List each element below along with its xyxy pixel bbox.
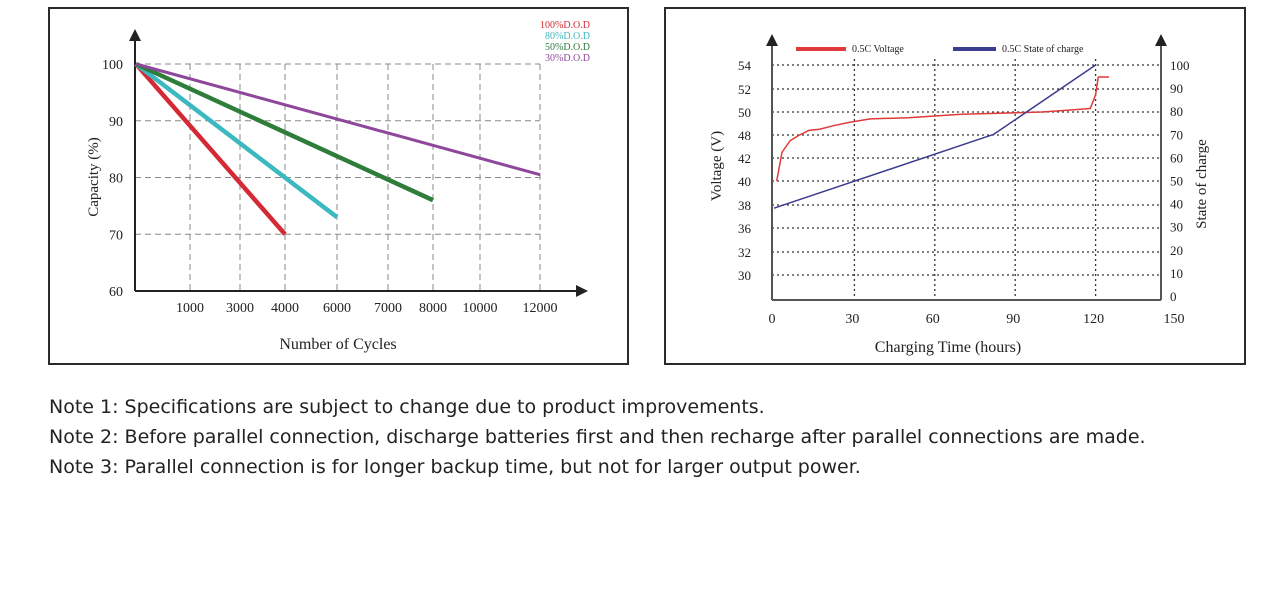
y-left-tick-label: 52 xyxy=(738,82,751,97)
x-tick-label: 0 xyxy=(769,312,776,327)
series-line-05cvoltage xyxy=(775,76,1109,182)
note-1: Note 1: Specifications are subject to ch… xyxy=(49,396,765,418)
y-right-tick-label: 10 xyxy=(1170,266,1183,281)
charging-curve-chart: 30 32 36 38 40 42 48 50 52 54 0 10 20 30 40 50 60 70 80 90 1… xyxy=(709,34,1210,356)
y-left-tick-label: 32 xyxy=(738,245,751,260)
y-right-tick-label: 100 xyxy=(1170,58,1190,73)
y-axis-title: Capacity (%) xyxy=(86,137,102,217)
y-right-tick-label: 40 xyxy=(1170,197,1183,212)
note-2: Note 2: Before parallel connection, disc… xyxy=(49,426,1146,448)
legend-entry: 0.5C State of charge xyxy=(1002,44,1084,55)
x-tick-label: 90 xyxy=(1006,312,1020,327)
note-3: Note 3: Parallel connection is for longe… xyxy=(49,456,861,478)
x-tick-label: 60 xyxy=(926,312,940,327)
y-axis-arrow xyxy=(129,29,141,41)
x-tick-label: 1000 xyxy=(176,301,204,316)
y-left-tick-label: 48 xyxy=(738,128,751,143)
x-tick-label: 3000 xyxy=(226,301,254,316)
cycle-life-chart: 60 70 80 90 100 1000 3000 4000 6000 7000 8000 10000… xyxy=(86,20,590,353)
y-right-tick-label: 50 xyxy=(1170,174,1183,189)
x-tick-label: 8000 xyxy=(419,301,447,316)
x-tick-label: 150 xyxy=(1164,312,1185,327)
series-line-30dod xyxy=(135,62,541,177)
legend-entry: 0.5C Voltage xyxy=(852,44,904,55)
y-tick-label: 70 xyxy=(109,228,123,243)
legend-entry: 100%D.O.D xyxy=(540,20,590,31)
series-line-05cstateofcharge xyxy=(773,64,1097,209)
y-tick-label: 90 xyxy=(109,115,123,130)
y-left-tick-label: 36 xyxy=(738,221,752,236)
x-axis-title: Number of Cycles xyxy=(279,336,396,353)
y-right-axis-arrow xyxy=(1155,34,1167,46)
x-axis-arrow xyxy=(576,285,588,297)
y-left-tick-label: 30 xyxy=(738,268,751,283)
y-left-tick-label: 40 xyxy=(738,174,751,189)
y-right-tick-label: 0 xyxy=(1170,289,1177,304)
series-line-80dod xyxy=(134,62,339,220)
y-right-tick-label: 80 xyxy=(1170,104,1183,119)
y-left-axis-title: Voltage (V) xyxy=(709,131,725,201)
y-right-tick-label: 20 xyxy=(1170,243,1183,258)
y-right-tick-label: 60 xyxy=(1170,150,1183,165)
y-tick-label: 80 xyxy=(109,172,123,187)
y-left-axis-arrow xyxy=(766,34,778,46)
legend-entry: 50%D.O.D xyxy=(545,42,590,53)
charging-curve-chart-panel: 30 32 36 38 40 42 48 50 52 54 0 10 20 30 40 50 60 70 80 90 1… xyxy=(664,7,1246,365)
x-tick-label: 120 xyxy=(1083,312,1104,327)
x-axis-title: Charging Time (hours) xyxy=(875,339,1021,356)
y-left-tick-label: 50 xyxy=(738,105,751,120)
y-left-tick-label: 38 xyxy=(738,198,751,213)
y-right-tick-label: 30 xyxy=(1170,220,1183,235)
series-line-50dod xyxy=(135,61,434,203)
y-left-tick-label: 42 xyxy=(738,151,751,166)
x-tick-label: 10000 xyxy=(463,301,498,316)
y-left-tick-label: 54 xyxy=(738,58,752,73)
x-tick-label: 4000 xyxy=(271,301,299,316)
y-right-tick-label: 70 xyxy=(1170,127,1183,142)
x-tick-label: 6000 xyxy=(323,301,351,316)
y-tick-label: 60 xyxy=(109,285,123,300)
y-right-tick-label: 90 xyxy=(1170,81,1183,96)
x-tick-label: 12000 xyxy=(523,301,558,316)
notes-section: Note 1: Specifications are subject to ch… xyxy=(49,392,1146,482)
series-line-100dod xyxy=(134,62,287,236)
x-tick-label: 7000 xyxy=(374,301,402,316)
y-right-axis-title: State of charge xyxy=(1194,139,1210,229)
cycle-life-chart-panel: 60 70 80 90 100 1000 3000 4000 6000 7000 8000 10000… xyxy=(48,7,629,365)
legend-entry: 30%D.O.D xyxy=(545,53,590,64)
y-tick-label: 100 xyxy=(102,58,123,73)
legend-entry: 80%D.O.D xyxy=(545,31,590,42)
x-tick-label: 30 xyxy=(845,312,859,327)
